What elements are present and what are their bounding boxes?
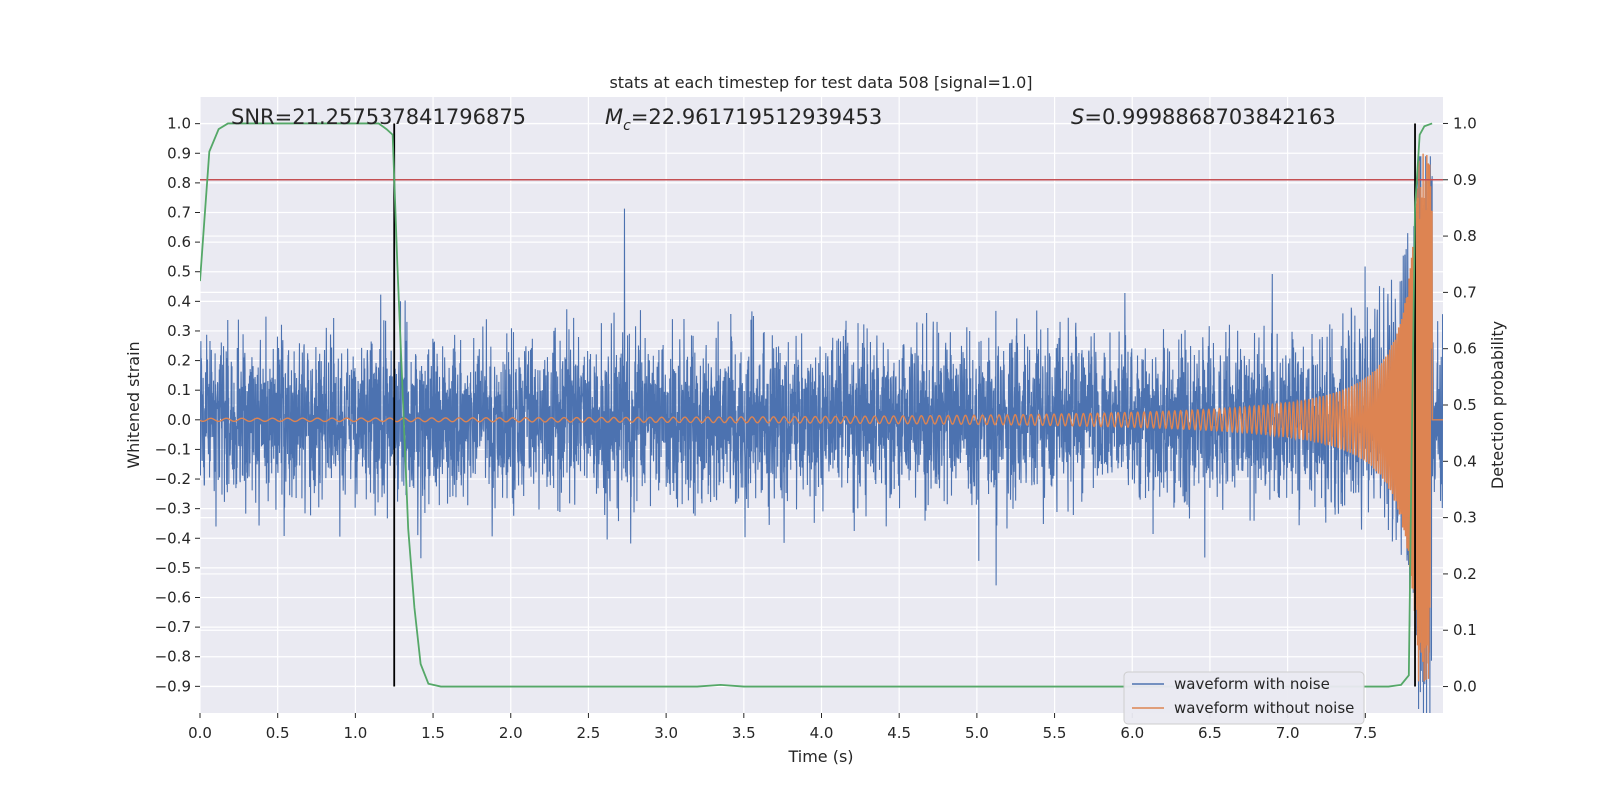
y-tick-label: 0.8 — [167, 174, 191, 192]
x-tick-label: 0.5 — [266, 724, 290, 742]
y2-tick-label: 0.0 — [1453, 678, 1477, 696]
y-tick-label: 0.7 — [167, 204, 191, 222]
y-tick-label: −0.4 — [155, 529, 191, 547]
x-tick-label: 3.5 — [732, 724, 756, 742]
y2-tick-label: 0.2 — [1453, 565, 1477, 583]
series-waveform-with-noise — [200, 156, 1443, 713]
y-tick-label: −0.2 — [155, 470, 191, 488]
score-symbol: S — [1071, 105, 1084, 129]
y-tick-label: −0.5 — [155, 559, 191, 577]
score-value: =0.9998868703842163 — [1084, 105, 1335, 129]
x-tick-label: 6.0 — [1120, 724, 1144, 742]
x-tick-label: 5.0 — [965, 724, 989, 742]
y2-tick-label: 0.6 — [1453, 340, 1477, 358]
y-tick-label: 0.6 — [167, 233, 191, 251]
y-tick-label: 0.5 — [167, 263, 191, 281]
x-tick-label: 2.0 — [499, 724, 523, 742]
x-tick-label: 3.0 — [654, 724, 678, 742]
legend-label-noise: waveform with noise — [1174, 675, 1330, 693]
x-tick-label: 7.0 — [1276, 724, 1300, 742]
y-tick-label: −0.6 — [155, 589, 191, 607]
y-tick-label: 0.4 — [167, 292, 191, 310]
chirp-mass-subscript: c — [623, 118, 631, 134]
data-layer — [200, 122, 1443, 713]
legend-box — [1123, 671, 1365, 725]
chirp-mass-value: =22.961719512939453 — [631, 105, 882, 129]
snr-annotation: SNR=21.257537841796875 — [231, 105, 526, 129]
y2-tick-label: 0.3 — [1453, 509, 1477, 527]
x-tick-label: 2.5 — [577, 724, 601, 742]
y2-tick-label: 0.5 — [1453, 396, 1477, 414]
series-detection-probability — [200, 122, 1433, 688]
y-tick-label: 1.0 — [167, 115, 191, 133]
x-tick-label: 0.0 — [188, 724, 212, 742]
chart-title: stats at each timestep for test data 508… — [609, 73, 1032, 92]
y-tick-label: −0.3 — [155, 500, 191, 518]
y2-tick-label: 0.4 — [1453, 452, 1477, 470]
y2-tick-label: 1.0 — [1453, 114, 1477, 132]
y-axis-label: Whitened strain — [124, 341, 143, 468]
x-tick-label: 4.5 — [887, 724, 911, 742]
y2-tick-label: 0.8 — [1453, 227, 1477, 245]
y-tick-label: 0.9 — [167, 144, 191, 162]
x-tick-label: 4.0 — [810, 724, 834, 742]
y-tick-label: −0.7 — [155, 618, 191, 636]
y-tick-label: 0.0 — [167, 411, 191, 429]
y-tick-label: −0.8 — [155, 648, 191, 666]
chirp-mass-symbol: M — [605, 105, 623, 129]
y2-tick-label: 0.9 — [1453, 171, 1477, 189]
legend: waveform with noise waveform without noi… — [1123, 671, 1365, 725]
x-axis-label: Time (s) — [787, 747, 853, 766]
y2-tick-label: 0.7 — [1453, 283, 1477, 301]
chirp-mass-annotation: Mc=22.961719512939453 — [605, 105, 882, 134]
series-waveform-without-noise — [200, 153, 1443, 682]
y2-axis-ticks: 1.0 0.9 0.8 0.7 0.6 0.5 0.4 0.3 0.2 0.1 0.0 — [1443, 114, 1477, 696]
score-annotation: S=0.9998868703842163 — [1071, 105, 1336, 129]
y-tick-label: −0.1 — [155, 440, 191, 458]
x-tick-label: 1.5 — [421, 724, 445, 742]
x-tick-label: 5.5 — [1043, 724, 1067, 742]
y-tick-label: 0.3 — [167, 322, 191, 340]
y2-tick-label: 0.1 — [1453, 621, 1477, 639]
y-tick-label: −0.9 — [155, 677, 191, 695]
x-tick-label: 7.5 — [1353, 724, 1377, 742]
x-tick-label: 1.0 — [343, 724, 367, 742]
y-tick-label: 0.2 — [167, 352, 191, 370]
y-tick-label: 0.1 — [167, 381, 191, 399]
x-axis-ticks: 0.0 0.5 1.0 1.5 2.0 2.5 3.0 3.5 4.0 4.5 5.0 5.5 6.0 6… — [188, 713, 1377, 742]
y2-axis-label: Detection probability — [1488, 321, 1507, 489]
legend-label-clean: waveform without noise — [1174, 699, 1354, 717]
x-tick-label: 6.5 — [1198, 724, 1222, 742]
y-axis-ticks: 1.0 0.9 0.8 0.7 0.6 0.5 0.4 0.3 0.2 0.1 0.0 −0.1 −0.… — [155, 115, 200, 695]
